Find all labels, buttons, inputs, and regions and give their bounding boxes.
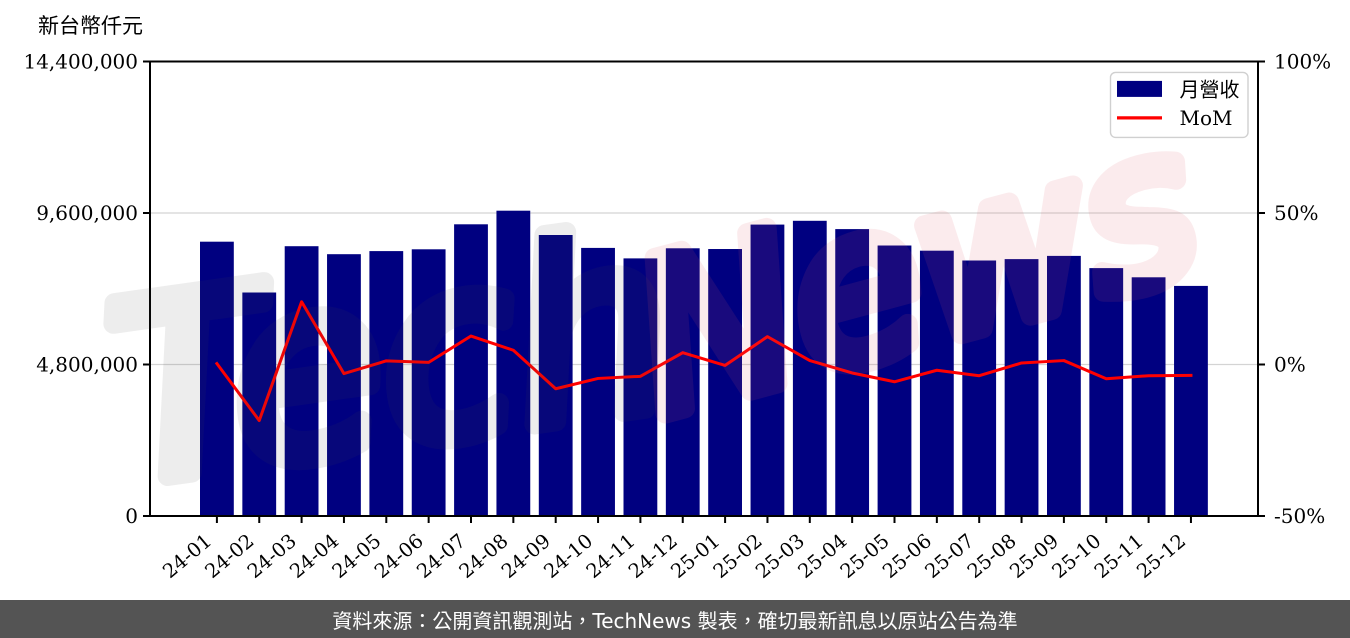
revenue-bar [919,250,954,517]
watermark-news: News [610,80,1222,464]
mom-line [214,300,1193,423]
revenue-bar [1131,277,1166,516]
legend-label-revenue: 月營收 [1180,77,1240,101]
y-tick-label-right: 100% [1274,50,1331,74]
revenue-bar [496,210,531,517]
legend-swatch-revenue [1117,80,1162,97]
y-tick-label-right: 0% [1274,353,1306,377]
legend-label-mom: MoM [1180,106,1233,130]
legend: 月營收 MoM [1109,71,1249,139]
x-tick-label: 25-12 [1132,529,1190,583]
revenue-bar [750,224,785,516]
y-tick-label-left: 4,800,000 [36,353,138,377]
revenue-bar [708,249,742,516]
revenue-bar [538,234,573,516]
y-tick-label-left: 14,400,000 [23,50,138,74]
y-tick-label-left: 9,600,000 [36,201,138,225]
revenue-bar [369,251,404,516]
revenue-bar [327,254,361,516]
revenue-bar [1004,259,1039,516]
revenue-bar [962,260,997,516]
revenue-bar [411,249,446,516]
revenue-bar [792,220,827,516]
footer-source-text: 資料來源：公開資訊觀測站，TechNews 製表，確切最新訊息以原站公告為準 [332,608,1018,633]
y-tick-label-left: 0 [125,504,138,528]
footer-bar: 資料來源：公開資訊觀測站，TechNews 製表，確切最新訊息以原站公告為準 [0,600,1350,638]
revenue-bar [665,248,700,517]
y-tick-label-right: -50% [1274,504,1325,528]
revenue-bar [284,246,319,517]
axis-spine [149,60,1259,517]
revenue-bar [454,224,488,516]
revenue-bar [1089,268,1124,516]
revenue-bar [1047,255,1081,516]
revenue-bar [1174,285,1208,516]
y-axis-unit-label: 新台幣仟元 [38,14,143,38]
y-tick-label-right: 50% [1274,201,1318,225]
revenue-bar [623,258,658,516]
